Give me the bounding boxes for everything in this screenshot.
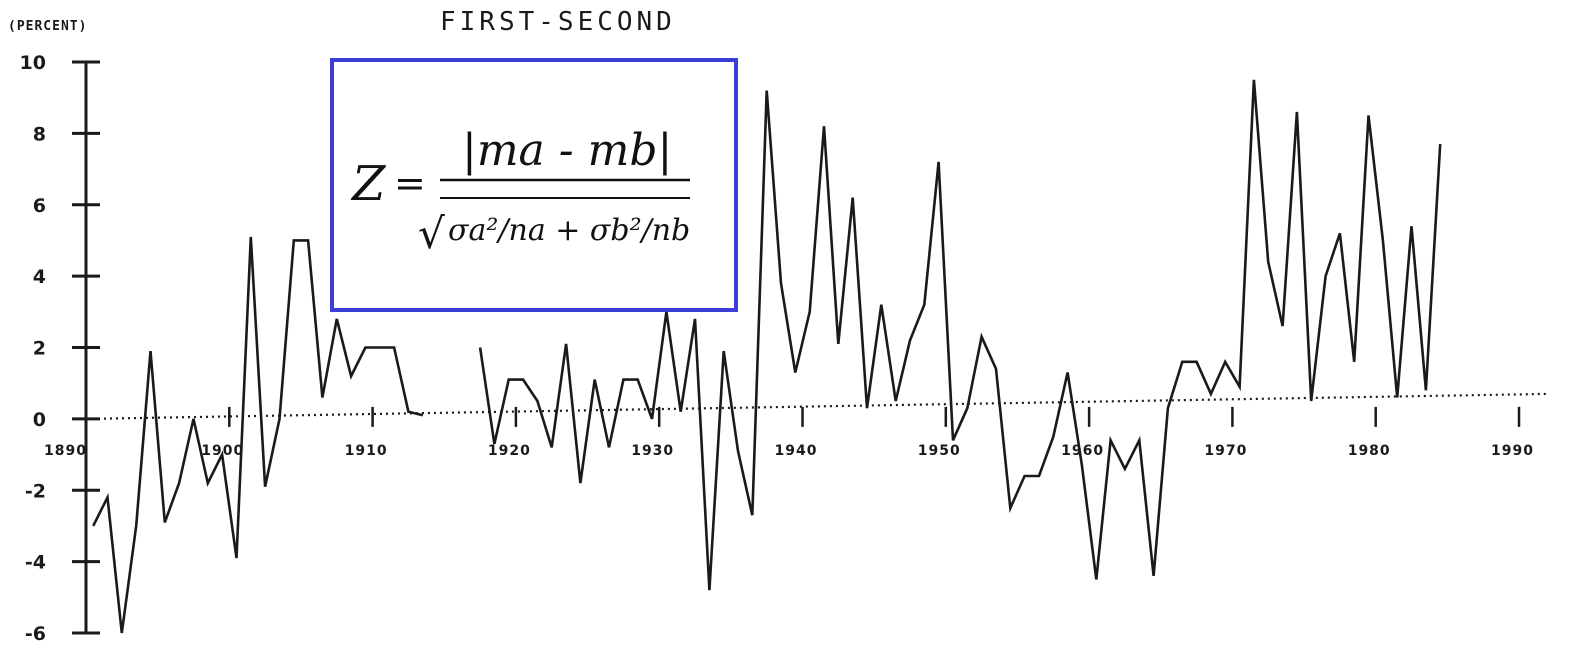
series-line-segment — [92, 236, 424, 634]
formula-denominator: σa²/na + σb²/nb — [448, 213, 690, 248]
y-tick-label: -6 — [25, 623, 46, 645]
baseline-trend-line — [85, 392, 1548, 420]
y-ticks: 10 8 6 4 2 0 -2 -4 -6 — [20, 52, 100, 645]
formula-annotation: Z = |ma - mb| √ σa²/na + σb²/nb — [330, 58, 738, 312]
formula-sqrt: √ — [418, 209, 445, 258]
x-tick-label: 1980 — [1348, 443, 1391, 459]
x-tick-label: 1890 — [44, 443, 87, 459]
series-layer — [85, 79, 1548, 634]
y-tick-label: 6 — [33, 195, 46, 217]
y-tick-label: 10 — [20, 52, 46, 74]
y-tick-label: 4 — [33, 266, 46, 288]
x-tick-label: 1950 — [918, 443, 961, 459]
x-tick-label: 1940 — [775, 443, 818, 459]
y-tick-label: -4 — [25, 552, 46, 574]
y-tick-label: 0 — [33, 409, 46, 431]
chart-title: FIRST-SECOND — [440, 7, 676, 37]
x-tick-label: 1910 — [345, 443, 388, 459]
x-tick-label: 1990 — [1491, 443, 1534, 459]
x-tick-label: 1930 — [631, 443, 674, 459]
x-tick-label: 1960 — [1061, 443, 1104, 459]
y-tick-label: 2 — [33, 338, 46, 360]
formula-lhs: Z — [350, 156, 387, 212]
formula-equals: = — [394, 161, 426, 205]
formula-box — [330, 58, 738, 312]
y-tick-label: -2 — [25, 480, 46, 502]
y-tick-label: 8 — [33, 123, 46, 145]
formula-numerator: |ma - mb| — [462, 125, 672, 176]
x-tick-label: 1900 — [201, 443, 244, 459]
x-tick-label: 1920 — [488, 443, 531, 459]
x-ticks: 1890 1900 1910 1920 1930 1940 1950 1960 1970 1980… — [44, 406, 1534, 459]
x-tick-label: 1970 — [1204, 443, 1247, 459]
y-axis-label: (PERCENT) — [8, 19, 87, 34]
series-line-segment — [478, 79, 1442, 591]
